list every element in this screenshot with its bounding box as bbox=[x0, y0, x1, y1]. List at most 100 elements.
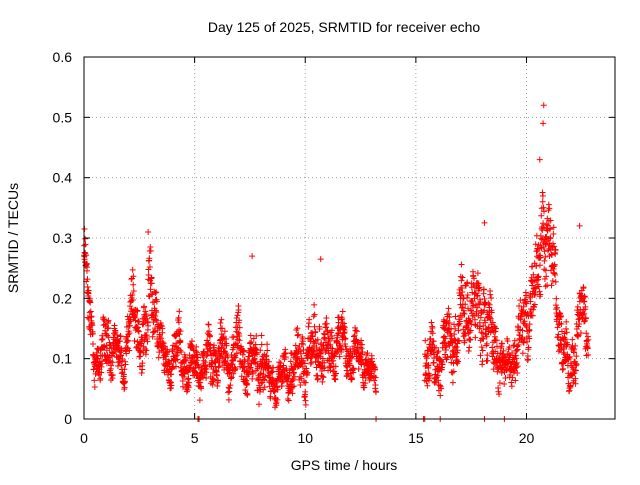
data-point bbox=[136, 318, 143, 325]
data-point bbox=[459, 289, 466, 296]
data-point bbox=[129, 292, 136, 299]
data-point bbox=[148, 280, 155, 287]
data-point bbox=[490, 328, 497, 335]
data-point bbox=[186, 379, 193, 386]
data-point bbox=[199, 374, 206, 381]
data-point bbox=[576, 321, 583, 328]
data-point bbox=[321, 364, 328, 371]
data-point bbox=[84, 264, 91, 271]
data-point bbox=[540, 102, 547, 109]
data-point bbox=[99, 336, 106, 343]
x-tick-label: 0 bbox=[80, 430, 88, 446]
data-point bbox=[489, 327, 496, 334]
data-point bbox=[147, 247, 154, 254]
data-point bbox=[141, 337, 148, 344]
data-point bbox=[319, 378, 326, 385]
data-point bbox=[541, 257, 548, 264]
data-point bbox=[118, 345, 125, 352]
data-point bbox=[153, 317, 160, 324]
data-point bbox=[285, 397, 292, 404]
data-point bbox=[193, 371, 200, 378]
data-point bbox=[552, 271, 559, 278]
data-point bbox=[306, 316, 313, 323]
data-point bbox=[517, 297, 524, 304]
data-point bbox=[435, 348, 442, 355]
data-point bbox=[437, 392, 444, 399]
data-point bbox=[458, 314, 465, 321]
data-point bbox=[236, 324, 243, 331]
data-point bbox=[563, 329, 570, 336]
data-point bbox=[460, 307, 467, 314]
data-point bbox=[542, 283, 549, 290]
data-point bbox=[173, 363, 180, 370]
data-point bbox=[223, 342, 230, 349]
data-point bbox=[575, 323, 582, 330]
data-point bbox=[361, 384, 368, 391]
data-point bbox=[355, 350, 362, 357]
y-tick-label: 0.2 bbox=[53, 290, 73, 306]
data-point bbox=[128, 305, 135, 312]
data-point bbox=[302, 401, 309, 408]
data-point bbox=[474, 292, 481, 299]
data-point bbox=[466, 318, 473, 325]
data-point bbox=[174, 356, 181, 363]
data-point bbox=[152, 312, 159, 319]
data-point bbox=[111, 322, 118, 329]
data-point bbox=[467, 336, 474, 343]
data-point bbox=[372, 366, 379, 373]
data-point bbox=[130, 273, 137, 280]
data-point bbox=[241, 363, 248, 370]
data-point bbox=[555, 331, 562, 338]
data-point bbox=[249, 253, 256, 260]
data-point bbox=[536, 255, 543, 262]
data-point bbox=[284, 396, 291, 403]
data-point bbox=[173, 340, 180, 347]
data-point bbox=[260, 386, 267, 393]
data-point bbox=[177, 328, 184, 335]
data-point bbox=[126, 330, 133, 337]
data-point bbox=[264, 347, 271, 354]
data-point bbox=[258, 363, 265, 370]
data-point bbox=[478, 329, 485, 336]
data-point bbox=[537, 254, 544, 261]
data-point bbox=[572, 342, 579, 349]
data-point bbox=[144, 338, 151, 345]
y-axis-label: SRMTID / TECUs bbox=[5, 183, 21, 293]
data-point bbox=[130, 281, 137, 288]
data-point bbox=[523, 322, 530, 329]
data-point bbox=[294, 355, 301, 362]
data-point bbox=[231, 366, 238, 373]
data-point bbox=[109, 359, 116, 366]
data-point bbox=[514, 363, 521, 370]
data-point bbox=[422, 370, 429, 377]
data-point bbox=[159, 329, 166, 336]
data-point bbox=[531, 304, 538, 311]
data-point bbox=[244, 357, 251, 364]
data-point bbox=[529, 312, 536, 319]
data-point bbox=[206, 333, 213, 340]
data-point bbox=[184, 376, 191, 383]
data-point bbox=[358, 337, 365, 344]
data-point bbox=[234, 312, 241, 319]
data-point bbox=[98, 363, 105, 370]
data-point bbox=[446, 319, 453, 326]
data-point bbox=[559, 366, 566, 373]
data-point bbox=[484, 357, 491, 364]
y-tick-label: 0.4 bbox=[53, 170, 73, 186]
data-point bbox=[289, 390, 296, 397]
data-point bbox=[87, 308, 94, 315]
data-point bbox=[475, 280, 482, 287]
data-point bbox=[584, 345, 591, 352]
data-point bbox=[126, 322, 133, 329]
data-point bbox=[516, 303, 523, 310]
data-point bbox=[218, 353, 225, 360]
data-point bbox=[525, 344, 532, 351]
data-point bbox=[122, 361, 129, 368]
data-point bbox=[227, 382, 234, 389]
data-point bbox=[368, 368, 375, 375]
data-point bbox=[438, 385, 445, 392]
data-point bbox=[451, 336, 458, 343]
data-point bbox=[476, 284, 483, 291]
data-point bbox=[496, 379, 503, 386]
data-point bbox=[274, 383, 281, 390]
